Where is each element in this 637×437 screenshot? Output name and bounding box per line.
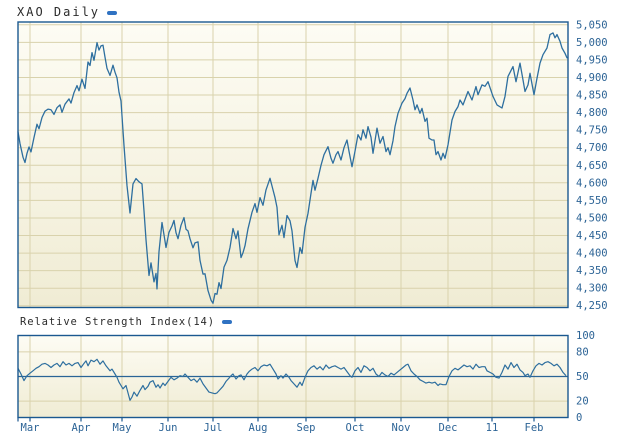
price-series-line [17, 32, 568, 304]
price-axis-label: 4,750 [576, 125, 608, 137]
rsi-axis-label: 80 [576, 346, 589, 358]
price-axis-label: 4,850 [576, 90, 608, 102]
x-axis-label: Jul [204, 422, 223, 434]
price-axis-label: 5,050 [576, 19, 608, 31]
price-axis-label: 4,800 [576, 107, 608, 119]
rsi-title-row: Relative Strength Index(14) [20, 316, 232, 328]
price-axis-label: 5,000 [576, 37, 608, 49]
x-axis-label: Oct [346, 422, 365, 434]
x-axis-label: Nov [392, 422, 411, 434]
price-axis-label: 4,400 [576, 248, 608, 260]
price-axis-label: 4,650 [576, 160, 608, 172]
x-axis-label: Sep [297, 422, 316, 434]
price-plot-area[interactable] [18, 22, 568, 308]
rsi-axis-label: 50 [576, 371, 589, 383]
price-axis-label: 4,900 [576, 72, 608, 84]
x-axis-label: Dec [439, 422, 458, 434]
rsi-axis-label: 0 [576, 412, 582, 424]
x-axis-label: Mar [21, 422, 40, 434]
price-axis-label: 4,500 [576, 213, 608, 225]
price-title-row: XAO Daily [17, 5, 118, 19]
price-axis-label: 4,950 [576, 54, 608, 66]
price-axis-label: 4,550 [576, 195, 608, 207]
x-axis-label: 11 [486, 422, 499, 434]
price-axis-label: 4,600 [576, 177, 608, 189]
price-axis-label: 4,700 [576, 142, 608, 154]
rsi-axis-label: 20 [576, 396, 589, 408]
price-axis-label: 4,250 [576, 300, 608, 312]
x-axis-label: Aug [249, 422, 268, 434]
rsi-panel-border [17, 334, 569, 419]
rsi-axis-label: 100 [576, 330, 595, 342]
price-legend-dash-icon [107, 10, 118, 15]
price-axis-label: 4,350 [576, 265, 608, 277]
x-axis-label: Jun [159, 422, 178, 434]
price-panel-border [17, 21, 569, 309]
price-chart-title: XAO Daily [17, 5, 101, 19]
rsi-series-line [17, 358, 567, 401]
rsi-legend-dash-icon [221, 320, 232, 324]
rsi-chart-title: Relative Strength Index(14) [20, 316, 215, 328]
x-axis-label: Apr [72, 422, 91, 434]
x-axis-label: May [113, 422, 132, 434]
price-axis-label: 4,450 [576, 230, 608, 242]
price-axis-label: 4,300 [576, 283, 608, 295]
x-axis-label: Feb [525, 422, 544, 434]
